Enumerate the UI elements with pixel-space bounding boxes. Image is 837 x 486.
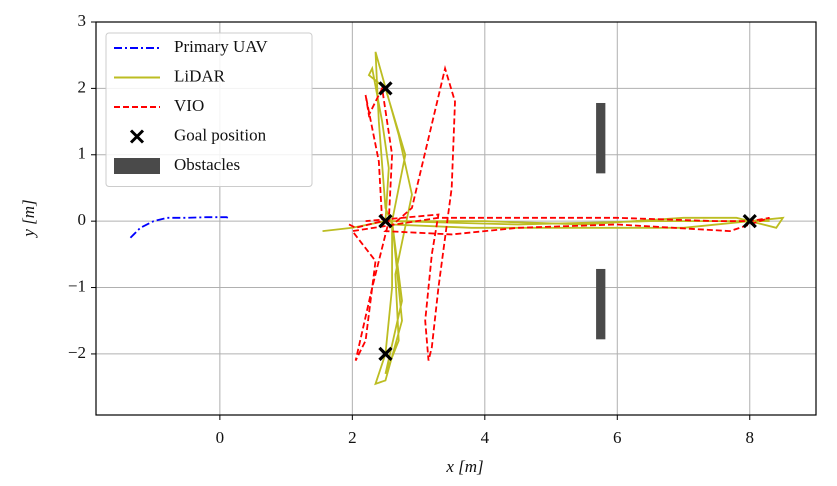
goal-marker — [378, 214, 393, 229]
legend-label: LiDAR — [174, 66, 226, 85]
y-tick-label: 0 — [78, 210, 87, 229]
y-tick-label: 1 — [78, 144, 87, 163]
trajectory-line — [348, 64, 770, 361]
legend-box — [105, 32, 313, 187]
legend-label: Goal position — [174, 125, 267, 144]
x-tick-label: 4 — [481, 428, 490, 447]
y-axis-label: y [m] — [19, 199, 38, 238]
obstacle — [596, 268, 606, 340]
y-tick-label: −1 — [68, 276, 86, 295]
goal-marker — [378, 346, 393, 362]
y-tick-label: 2 — [78, 77, 87, 96]
legend-label: Obstacles — [174, 155, 240, 174]
goal-marker — [378, 81, 393, 96]
legend-label: Primary UAV — [174, 37, 268, 56]
x-tick-label: 0 — [216, 428, 225, 447]
legend-swatch — [114, 158, 160, 174]
x-tick-label: 8 — [746, 428, 755, 447]
legend-swatch — [129, 129, 145, 144]
plot-frame — [95, 21, 817, 416]
x-tick-label: 2 — [348, 428, 357, 447]
x-axis-label: x [m] — [445, 457, 483, 476]
y-tick-label: 3 — [78, 11, 87, 30]
trajectory-line — [129, 216, 229, 239]
obstacle — [596, 102, 606, 174]
legend-label: VIO — [174, 96, 204, 115]
x-tick-label: 6 — [613, 428, 622, 447]
y-tick-label: −2 — [68, 343, 86, 362]
goal-marker — [742, 214, 757, 229]
legend: Primary UAV LiDAR VIO Goal position Obstacle… — [105, 32, 313, 187]
